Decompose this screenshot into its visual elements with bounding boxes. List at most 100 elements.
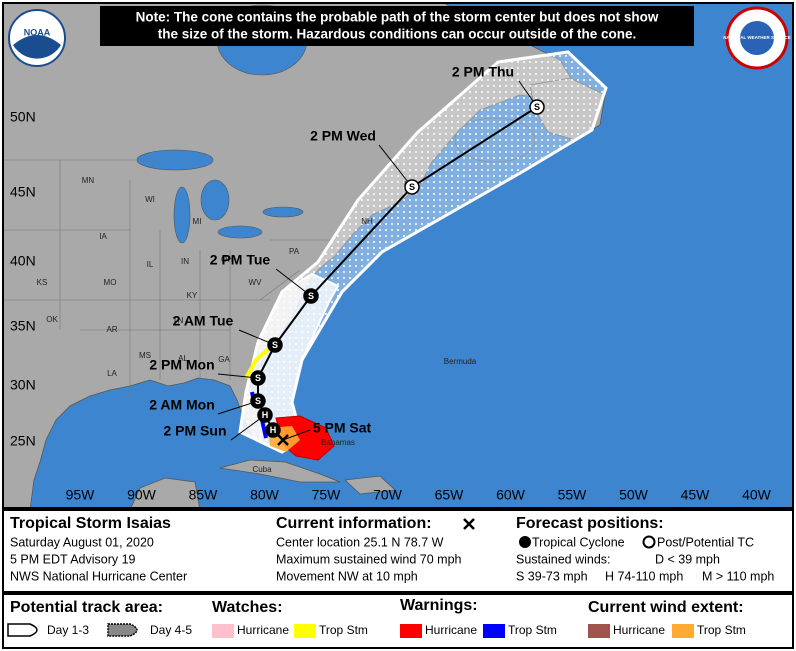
region-label: Cuba [252,465,272,474]
legend-heading: Current wind extent: [588,599,744,616]
legend-heading: Watches: [212,599,283,616]
storm-info-line: Saturday August 01, 2020 [10,535,154,549]
borders [3,159,330,400]
forecast-label: Tropical Cyclone [532,535,625,549]
longitude-label: 80W [250,487,280,503]
map: 50N 45N 40N 35N 30N 25N 95W 90W 85W 80W 75W 70W 65W 6… [3,3,793,508]
info-panel [2,509,794,593]
legend-heading: Potential track area: [10,599,163,616]
nws-logo-center [740,21,774,55]
storm-info-line: NWS National Hurricane Center [10,569,187,583]
forecast-label: D < 39 mph [655,552,720,566]
region-label: Bermuda [444,357,477,366]
region-label: MI [193,217,202,226]
legend-label: Hurricane [613,623,665,637]
forecast-symbol: S [534,102,540,112]
forecast-point [529,99,545,115]
current-info-line: Maximum sustained wind 70 mph [276,552,462,566]
note-line: the size of the storm. Hazardous conditi… [158,27,637,42]
hurricane-warning-swatch [400,624,422,638]
forecast-time: 2 PM Sun [163,423,226,439]
legend-label: Trop Stm [319,623,368,637]
latitude-label: 50N [10,109,36,125]
forecast-heading: Forecast positions: [516,515,664,532]
map-labels: 50N 45N 40N 35N 30N 25N 95W 90W 85W 80W 75W 70W 65W 6… [10,64,772,503]
forecast-symbol: S [308,291,314,301]
region-label: MO [104,278,117,287]
noaa-logo-wave [13,35,61,59]
post-tc-icon [642,535,656,549]
legend-panel [2,593,794,649]
longitude-label: 50W [619,487,649,503]
longitude-label: 70W [373,487,403,503]
forecast-time: 2 PM Mon [149,357,214,373]
forecast-time: 2 AM Mon [149,397,215,413]
legend-label: Trop Stm [697,623,746,637]
forecast-point [265,422,281,438]
hurricane-wind-swatch [588,624,610,638]
ts-wind-swatch [672,624,694,638]
yucatan [130,477,201,508]
forecast-symbol: S [409,182,415,192]
region-label: OK [46,315,58,324]
longitude-label: 45W [681,487,711,503]
forecast-time: 2 PM Thu [452,64,514,80]
longitude-label: 85W [189,487,219,503]
region-label: AL [178,354,188,363]
forecast-time: 2 PM Tue [210,252,271,268]
region-label: PA [289,247,300,256]
region-label: GA [218,355,230,364]
day-1-3-swatch [7,623,38,637]
region-label: KS [37,278,48,287]
latitude-label: 45N [10,184,36,200]
region-label: OH [221,255,233,264]
latitude-label: 40N [10,253,36,269]
forecast-symbol: S [255,396,261,406]
region-label: MN [82,176,95,185]
map-frame [2,2,794,509]
tropical-storm-watch [244,344,274,379]
forecast-point [257,407,273,423]
hispaniola [344,475,396,495]
forecast-label: M > 110 mph [702,569,774,583]
region-label: WI [145,195,155,204]
longitude-label: 75W [312,487,342,503]
legend-label: Hurricane [425,623,477,637]
longitude-label: 60W [496,487,526,503]
note-box [100,6,694,46]
forecast-label: Sustained winds: [516,552,611,566]
day-4-5-swatch [107,623,138,637]
forecast-point [303,288,319,304]
legend-label: Trop Stm [508,623,557,637]
current-info-heading: Current information: [276,515,432,532]
note-line: Note: The cone contains the probable pat… [136,10,659,25]
forecast-point [267,337,283,353]
region-label: KY [187,291,198,300]
hurricane-watch-swatch [212,624,234,638]
latitude-label: 25N [10,433,36,449]
forecast-symbol: S [272,340,278,350]
forecast-point [250,393,266,409]
forecast-label: Post/Potential TC [657,535,754,549]
region-label: IN [181,257,189,266]
current-info-line: Movement NW at 10 mph [276,569,418,583]
longitude-label: 55W [558,487,588,503]
legend-label: Day 1-3 [47,623,89,637]
leader-line [378,144,413,188]
storm-title: Tropical Storm Isaias [10,515,171,532]
region-label: NH [361,217,373,226]
noaa-logo-text: NOAA [24,27,51,37]
forecast-time: 2 PM Wed [310,128,376,144]
longitude-label: 90W [127,487,157,503]
legend-label: Hurricane [237,623,289,637]
legend-label: Day 4-5 [150,623,192,637]
longitude-label: 40W [742,487,772,503]
region-label: Bahamas [321,438,355,447]
latitude-label: 35N [10,318,36,334]
storm-info-line: 5 PM EDT Advisory 19 [10,552,136,566]
latitude-label: 30N [10,377,36,393]
forecast-symbol: H [262,410,269,420]
cuba [219,459,341,483]
region-label: LA [107,369,117,378]
region-label: IL [147,260,154,269]
